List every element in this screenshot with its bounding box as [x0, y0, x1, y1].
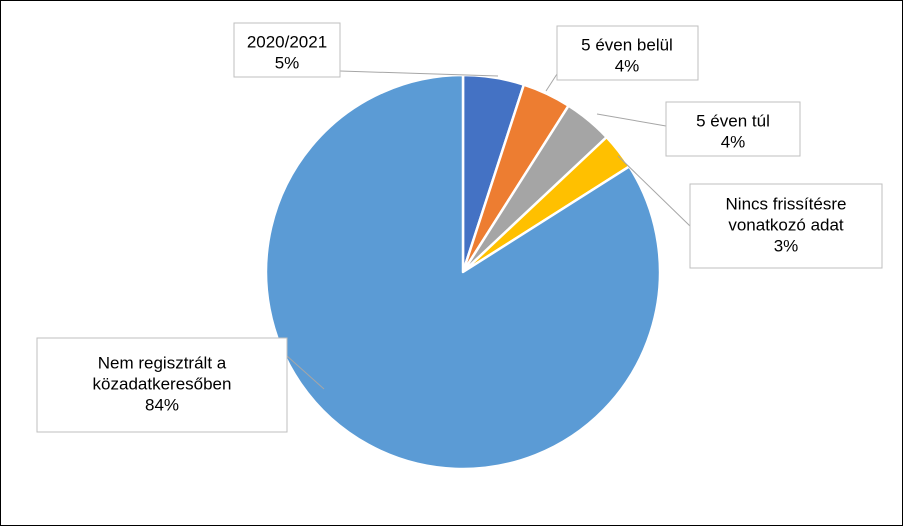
data-label-4: Nincs frissítésre vonatkozó adat 3% [617, 155, 883, 269]
label-category: Nem regisztrált a [98, 353, 227, 372]
label-category: 2020/2021 [247, 32, 327, 51]
pie-slice-5 [264, 73, 662, 471]
label-percent: 4% [721, 132, 746, 151]
leader-line [286, 355, 325, 390]
leader-line [596, 113, 667, 127]
leader-line [339, 70, 499, 77]
data-label-2: 5 éven belül 4% [545, 25, 699, 92]
label-box [689, 183, 883, 269]
label-category: 5 éven túl [696, 111, 770, 130]
label-box [36, 337, 288, 433]
label-category: 5 éven belül [581, 35, 673, 54]
label-box [556, 25, 699, 81]
pie-slices [264, 73, 662, 471]
label-percent: 3% [774, 236, 799, 255]
data-label-1: 2020/2021 5% [233, 22, 499, 78]
leader-line [545, 73, 558, 92]
label-category: vonatkozó adat [728, 215, 844, 234]
label-percent: 84% [145, 395, 179, 414]
data-label-5: Nem regisztrált a közadatkeresőben 84% [36, 337, 325, 433]
label-percent: 5% [275, 53, 300, 72]
label-box [233, 22, 341, 78]
label-category: közadatkeresőben [93, 374, 232, 393]
label-box [665, 101, 801, 157]
leader-line [617, 155, 691, 227]
data-label-3: 5 éven túl 4% [596, 101, 801, 157]
label-category: Nincs frissítésre [726, 194, 847, 213]
label-percent: 4% [615, 56, 640, 75]
